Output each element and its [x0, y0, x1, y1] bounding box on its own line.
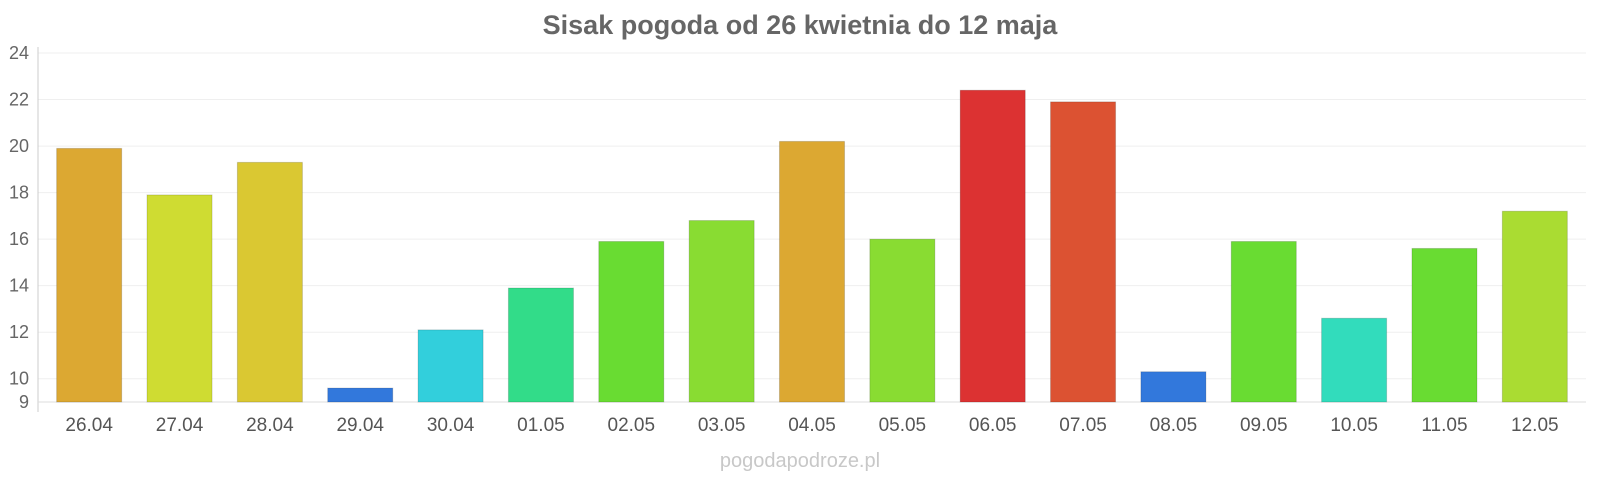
x-tick-label: 11.05 — [1421, 415, 1467, 436]
y-tick-label: 18 — [9, 183, 29, 203]
x-tick-label: 03.05 — [698, 415, 746, 436]
x-axis-labels: 26.04 27.04 28.04 29.04 30.04 01.05 02.05 03.05… — [65, 415, 1558, 436]
x-tick-label: 04.05 — [788, 415, 836, 436]
y-tick-label: 10 — [9, 369, 29, 389]
x-tick-label: 06.05 — [969, 415, 1017, 436]
bar — [688, 220, 755, 403]
bar — [56, 147, 123, 403]
x-tick-label: 29.04 — [336, 415, 384, 436]
y-tick-label: 12 — [9, 322, 29, 342]
chart-title: Sisak pogoda od 26 kwietnia do 12 maja — [542, 10, 1058, 40]
bar — [236, 161, 303, 403]
bar — [778, 140, 846, 403]
y-tick-label: 16 — [9, 229, 29, 249]
y-tick-label: 20 — [9, 136, 29, 156]
x-tick-label: 08.05 — [1150, 415, 1198, 436]
x-tick-label: 26.04 — [65, 415, 113, 436]
bar — [1050, 101, 1117, 403]
bar — [417, 329, 484, 403]
x-tick-label: 10.05 — [1330, 415, 1378, 436]
bar — [1230, 240, 1297, 403]
y-axis-ticks: 9 10 12 14 16 18 20 22 24 — [9, 43, 29, 412]
bar — [146, 194, 213, 403]
bar — [1411, 247, 1478, 403]
x-tick-label: 01.05 — [517, 415, 565, 436]
x-tick-label: 05.05 — [879, 415, 927, 436]
bars — [56, 89, 1568, 403]
y-tick-label: 22 — [9, 90, 29, 110]
bar — [1321, 317, 1388, 403]
bar — [507, 287, 574, 403]
y-tick-label: 14 — [9, 276, 29, 296]
bar — [598, 240, 665, 403]
x-tick-label: 28.04 — [246, 415, 294, 436]
bar — [959, 89, 1026, 403]
bar — [1140, 371, 1207, 403]
watermark: pogodapodroze.pl — [719, 450, 881, 472]
x-tick-label: 12.05 — [1511, 415, 1559, 436]
y-tick-label: 9 — [19, 392, 29, 412]
x-tick-label: 02.05 — [608, 415, 656, 436]
bar — [327, 387, 394, 403]
y-tick-label: 24 — [9, 43, 29, 63]
bar — [1501, 210, 1568, 403]
x-tick-label: 09.05 — [1240, 415, 1288, 436]
x-tick-label: 30.04 — [427, 415, 475, 436]
x-tick-label: 27.04 — [156, 415, 204, 436]
x-tick-label: 07.05 — [1059, 415, 1107, 436]
bar — [869, 238, 936, 403]
